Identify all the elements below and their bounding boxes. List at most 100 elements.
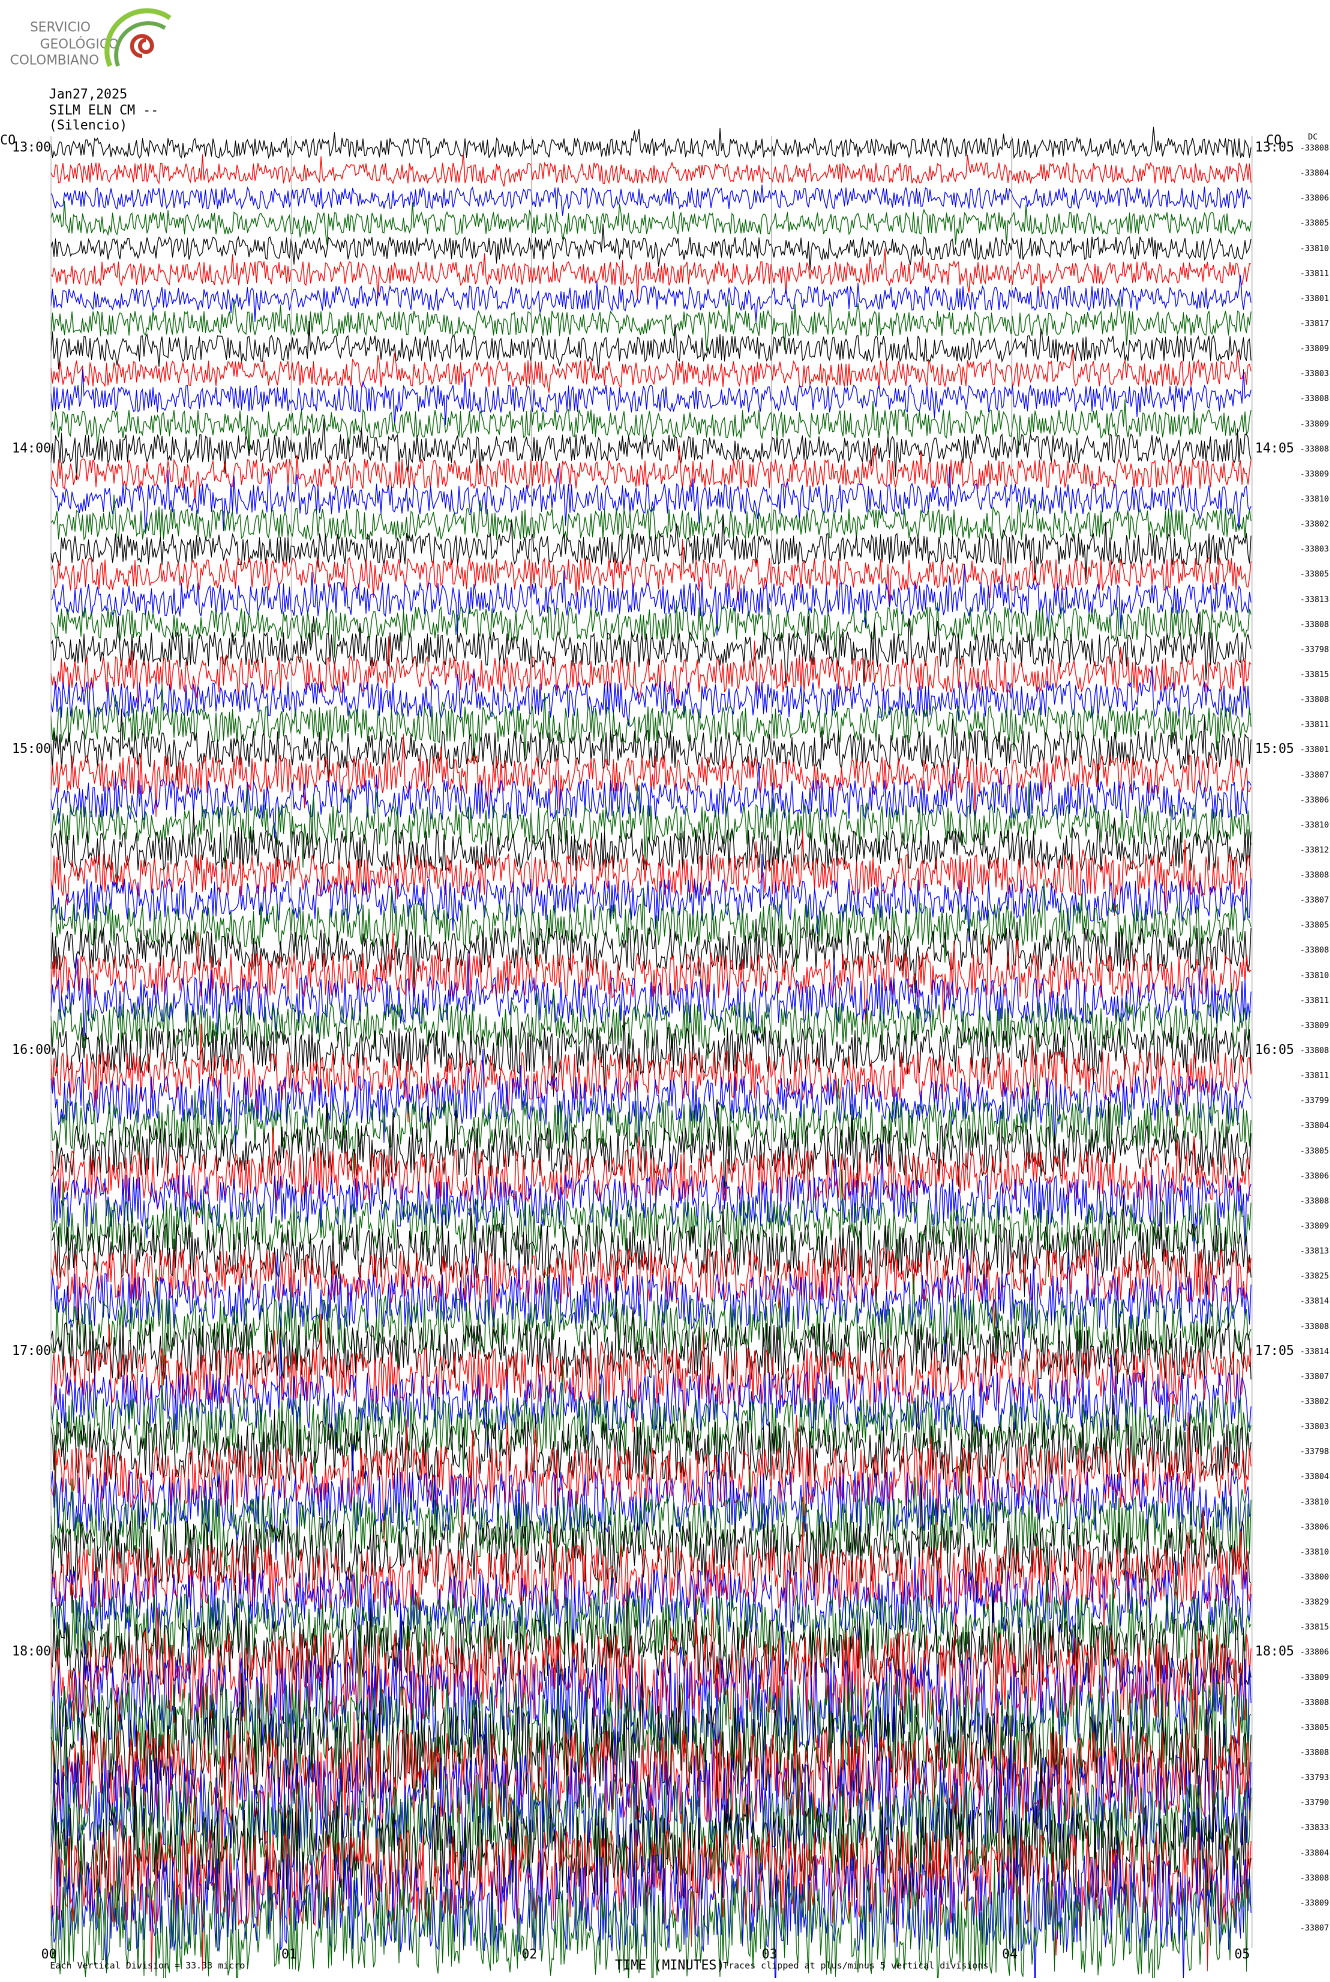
dc-offset: -33817 <box>1300 319 1329 328</box>
trace <box>50 1049 1252 1154</box>
dc-offset: -33805 <box>1300 1146 1329 1155</box>
traces <box>50 126 1252 1982</box>
trace <box>50 932 1252 1025</box>
dc-offset: -33808 <box>1300 620 1329 629</box>
trace <box>50 1023 1252 1127</box>
right-time: 13:05 <box>1255 141 1294 156</box>
dc-offset: -33804 <box>1300 1472 1329 1481</box>
trace <box>50 297 1252 351</box>
right-time: 17:05 <box>1255 1344 1294 1359</box>
left-time: 14:00 <box>12 441 51 456</box>
dc-offset: -33798 <box>1300 1447 1329 1456</box>
trace <box>50 538 1252 606</box>
dc-offset: -33808 <box>1300 871 1329 880</box>
dc-offset: -33808 <box>1300 1196 1329 1205</box>
trace <box>50 1169 1252 1278</box>
dc-offset: -33806 <box>1300 1171 1329 1180</box>
dc-offset: -33809 <box>1300 1222 1329 1231</box>
dc-offset: -33801 <box>1300 294 1329 303</box>
dc-offset: -33805 <box>1300 570 1329 579</box>
trace <box>50 248 1252 299</box>
dc-offset: -33807 <box>1300 1372 1329 1381</box>
trace <box>50 951 1252 1045</box>
trace <box>50 563 1252 636</box>
dc-offset: -33808 <box>1300 1748 1329 1757</box>
trace <box>50 399 1252 454</box>
trace <box>50 666 1252 726</box>
dc-offset: -33808 <box>1300 444 1329 453</box>
dc-offset: -33811 <box>1300 996 1329 1005</box>
x-tick-label: 04 <box>1002 1948 1018 1963</box>
trace <box>50 1313 1252 1433</box>
x-tick-label: 00 <box>41 1948 57 1963</box>
logo-line: COLOMBIANO <box>10 54 99 69</box>
dc-offset: -33805 <box>1300 921 1329 930</box>
trace <box>50 1688 1252 1869</box>
dc-offset: -33802 <box>1300 520 1329 529</box>
logo-line: SERVICIO <box>30 21 91 36</box>
trace <box>50 683 1252 762</box>
dc-offset: -33804 <box>1300 1121 1329 1130</box>
trace <box>50 761 1252 839</box>
right-time: 18:05 <box>1255 1645 1294 1660</box>
trace <box>50 613 1252 688</box>
logo-line: GEOLÓGICO <box>40 37 119 53</box>
corner-label: CO <box>0 134 16 149</box>
trace <box>50 223 1252 271</box>
dc-offset: -33809 <box>1300 419 1329 428</box>
dc-offset: -33809 <box>1300 1673 1329 1682</box>
x-tick-label: 03 <box>762 1948 778 1963</box>
corner-label: CO <box>1266 134 1282 149</box>
axis-title: TIME (MINUTES) <box>615 1959 725 1974</box>
trace <box>50 1459 1252 1572</box>
dc-offset: -33803 <box>1300 1422 1329 1431</box>
dc-offset: -33793 <box>1300 1773 1329 1782</box>
trace <box>50 854 1252 942</box>
dc-header: DC <box>1308 133 1318 142</box>
trace <box>50 1194 1252 1309</box>
dc-offset: -33810 <box>1300 244 1329 253</box>
dc-offset: -33811 <box>1300 1071 1329 1080</box>
dc-offset: -33810 <box>1300 971 1329 980</box>
dc-offset: -33825 <box>1300 1272 1329 1281</box>
dc-offset: -33809 <box>1300 1021 1329 1030</box>
dc-offset: -33808 <box>1300 1873 1329 1882</box>
dc-offset: -33810 <box>1300 820 1329 829</box>
x-tick-label: 02 <box>522 1948 538 1963</box>
dc-offset: -33799 <box>1300 1096 1329 1105</box>
trace <box>50 918 1252 994</box>
trace <box>50 466 1252 533</box>
dc-offset: -33808 <box>1300 394 1329 403</box>
trace <box>50 1266 1252 1380</box>
trace <box>50 368 1252 426</box>
trace <box>50 1509 1252 1646</box>
dc-offset: -33803 <box>1300 369 1329 378</box>
trace <box>50 1248 1252 1362</box>
trace <box>50 1606 1252 1743</box>
dc-offset: -33815 <box>1300 670 1329 679</box>
trace <box>50 445 1252 503</box>
trace <box>50 200 1252 246</box>
clip-note: Traces clipped at plus/minus 5 vertical … <box>723 1962 989 1972</box>
dc-offset: -33805 <box>1300 1723 1329 1732</box>
right-time: 14:05 <box>1255 441 1294 456</box>
dc-offset: -33812 <box>1300 845 1329 854</box>
dc-offset: -33808 <box>1300 695 1329 704</box>
dc-offset: -33806 <box>1300 1522 1329 1531</box>
trace <box>50 600 1252 658</box>
dc-offset: -33809 <box>1300 469 1329 478</box>
dc-offset: -33814 <box>1300 1347 1329 1356</box>
dc-offset: -33808 <box>1300 144 1329 153</box>
date: Jan27,2025 <box>49 88 127 103</box>
dc-offset: -33808 <box>1300 1046 1329 1055</box>
left-time: 17:00 <box>12 1344 51 1359</box>
dc-offset: -33802 <box>1300 1397 1329 1406</box>
dc-offset: -33801 <box>1300 745 1329 754</box>
dc-offset: -33805 <box>1300 219 1329 228</box>
dc-offset: -33807 <box>1300 896 1329 905</box>
trace <box>50 1726 1252 1919</box>
trace <box>50 982 1252 1059</box>
trace <box>50 152 1252 187</box>
left-time: 13:00 <box>12 141 51 156</box>
